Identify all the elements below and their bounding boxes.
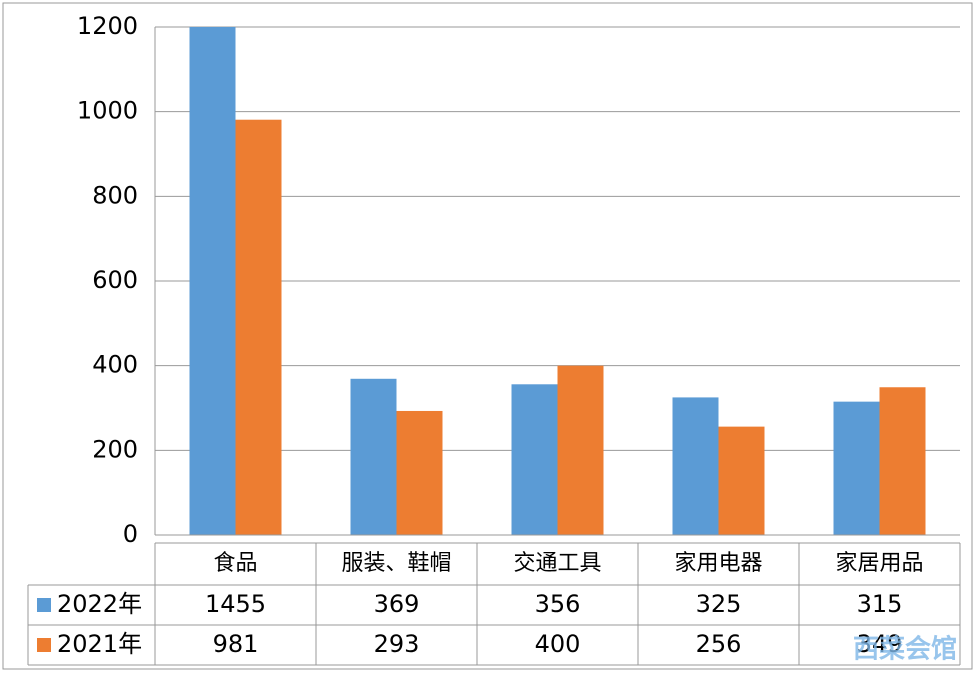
table-value: 400 <box>535 630 581 658</box>
x-tick-label: 交通工具 <box>513 551 601 576</box>
x-tick-label: 服装、鞋帽 <box>341 551 451 576</box>
table-value: 325 <box>696 590 742 618</box>
bar <box>718 426 765 535</box>
y-tick-label: 1000 <box>77 97 138 125</box>
table-value: 356 <box>535 590 581 618</box>
table-value: 349 <box>857 630 903 658</box>
y-tick-label: 400 <box>92 351 138 379</box>
table-value: 256 <box>696 630 742 658</box>
x-tick-label: 家居用品 <box>835 551 923 576</box>
table-value: 293 <box>374 630 420 658</box>
bar <box>511 384 558 535</box>
plot-area <box>189 27 926 535</box>
y-tick-label: 0 <box>123 520 138 548</box>
x-tick-label: 家用电器 <box>674 551 762 576</box>
table-value: 1455 <box>205 590 266 618</box>
legend-label: 2022年 <box>57 590 142 618</box>
bar <box>189 27 236 535</box>
table-value: 981 <box>213 630 259 658</box>
watermark: 西菜会馆 <box>853 634 957 665</box>
legend-label: 2021年 <box>57 630 142 658</box>
bar <box>396 410 443 535</box>
table-value: 315 <box>857 590 903 618</box>
legend-swatch <box>37 598 51 612</box>
bar <box>833 401 880 535</box>
bar <box>350 378 397 535</box>
bar <box>879 387 926 535</box>
y-tick-label: 1200 <box>77 12 138 40</box>
bar <box>557 365 604 535</box>
x-tick-label: 食品 <box>213 551 257 576</box>
legend-swatch <box>37 638 51 652</box>
y-tick-label: 800 <box>92 181 138 209</box>
table-value: 369 <box>374 590 420 618</box>
y-tick-label: 200 <box>92 435 138 463</box>
bar <box>235 119 282 535</box>
bar <box>672 397 719 535</box>
y-tick-label: 600 <box>92 266 138 294</box>
